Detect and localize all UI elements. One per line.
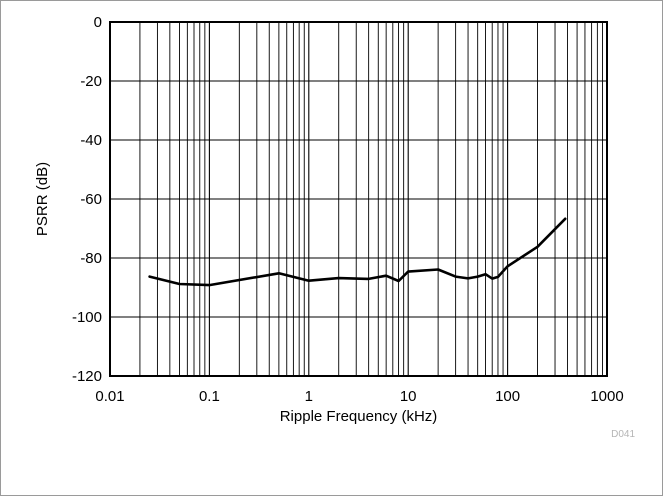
y-tick-label: -120 bbox=[72, 368, 102, 385]
y-tick-label: -100 bbox=[72, 309, 102, 326]
y-axis-title: PSRR (dB) bbox=[34, 162, 51, 236]
series-layer bbox=[148, 217, 567, 287]
major-grid bbox=[109, 21, 608, 377]
x-tick-label: 100 bbox=[495, 388, 520, 405]
y-tick-label: 0 bbox=[94, 14, 102, 31]
plot-area-border bbox=[109, 21, 608, 377]
y-tick-label: -80 bbox=[80, 250, 102, 267]
x-tick-labels: 0.01 0.1 1 10 100 1000 bbox=[95, 388, 623, 405]
psrr-series-line bbox=[148, 217, 567, 287]
x-tick-label: 1 bbox=[305, 388, 313, 405]
x-tick-label: 10 bbox=[400, 388, 417, 405]
x-tick-label: 0.1 bbox=[199, 388, 220, 405]
x-tick-label: 1000 bbox=[590, 388, 623, 405]
y-tick-label: -40 bbox=[80, 132, 102, 149]
x-axis-title: Ripple Frequency (kHz) bbox=[280, 408, 438, 425]
figure-id-label: D041 bbox=[611, 429, 635, 440]
x-tick-label: 0.01 bbox=[95, 388, 124, 405]
y-tick-label: -20 bbox=[80, 73, 102, 90]
y-tick-labels: 0 -20 -40 -60 -80 -100 -120 bbox=[72, 14, 102, 385]
y-tick-label: -60 bbox=[80, 191, 102, 208]
